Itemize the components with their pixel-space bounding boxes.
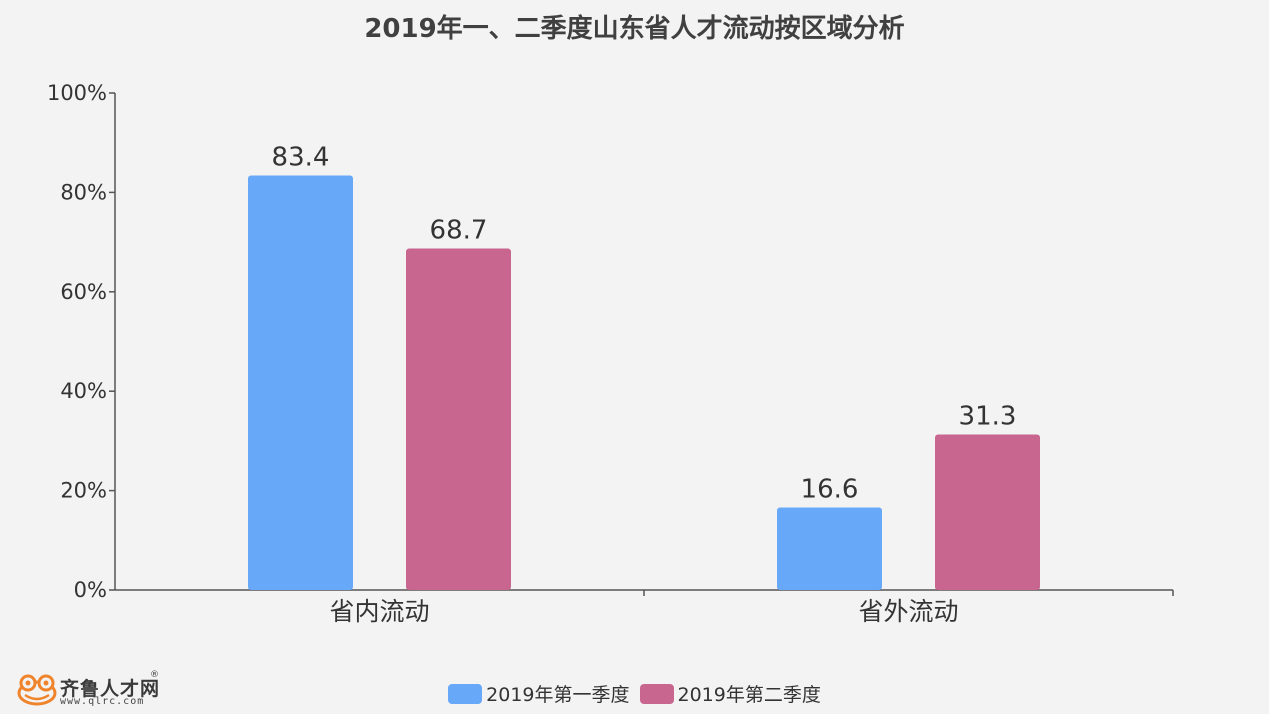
registered-mark: ® xyxy=(150,670,159,680)
frog-logo-icon xyxy=(17,674,57,706)
bar xyxy=(935,434,1040,590)
y-tick-label: 60% xyxy=(60,280,107,304)
data-label: 68.7 xyxy=(430,216,488,246)
data-label: 83.4 xyxy=(272,143,330,173)
bar-chart: 0% 20% 40% 60% 80% 100% 省内流动 省外流动 83.4 68.7 16.6 3… xyxy=(47,81,1174,626)
y-tick-label: 100% xyxy=(47,81,107,105)
legend-label: 2019年第二季度 xyxy=(677,684,821,706)
y-tick-label: 0% xyxy=(74,578,107,602)
y-tick-label: 80% xyxy=(60,180,107,204)
chart-title: 2019年一、二季度山东省人才流动按区域分析 xyxy=(364,14,905,44)
bar xyxy=(777,507,882,590)
x-category-label: 省内流动 xyxy=(329,597,429,626)
bar xyxy=(248,175,353,590)
legend-label: 2019年第一季度 xyxy=(486,684,630,706)
legend-item: 2019年第一季度 xyxy=(448,680,630,707)
logo-brand-text: 齐鲁人才网 xyxy=(60,678,161,700)
legend-swatch xyxy=(639,683,674,704)
legend-item: 2019年第二季度 xyxy=(639,680,821,707)
y-tick-label: 40% xyxy=(60,379,107,403)
data-label: 16.6 xyxy=(801,474,859,504)
bar xyxy=(406,248,511,590)
data-label: 31.3 xyxy=(959,401,1017,431)
legend: 2019年第一季度 2019年第二季度 xyxy=(0,680,1269,707)
site-logo: 齐鲁人才网 ® www.qlrc.com xyxy=(16,670,166,712)
logo-url-text: www.qlrc.com xyxy=(60,696,145,707)
x-category-label: 省外流动 xyxy=(858,597,958,626)
y-tick-label: 20% xyxy=(60,479,107,503)
legend-swatch xyxy=(448,683,483,704)
